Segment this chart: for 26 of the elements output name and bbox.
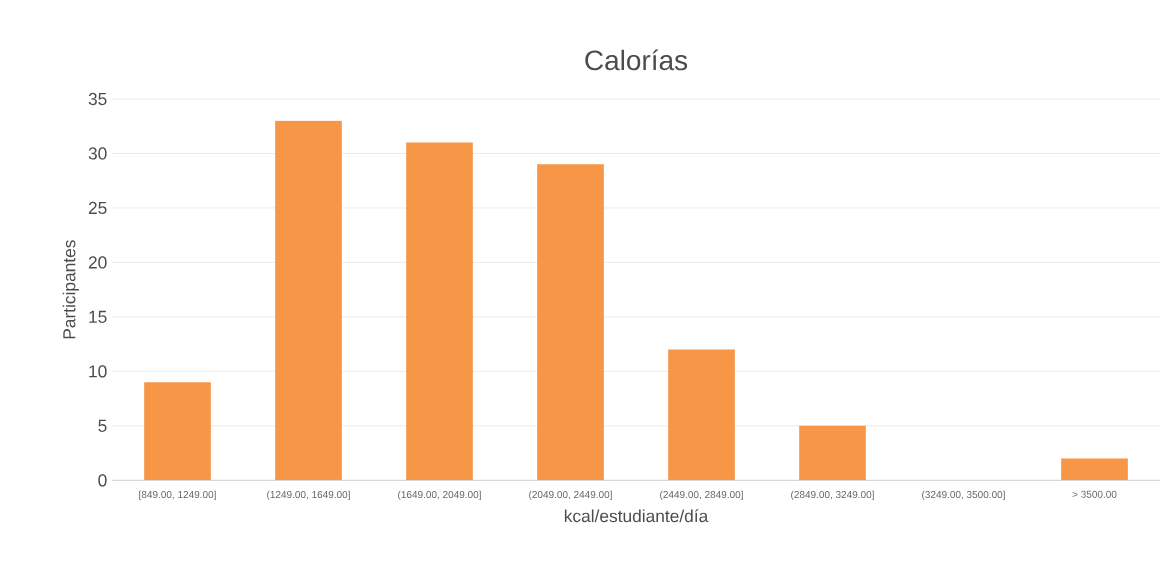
x-axis-title: kcal/estudiante/día xyxy=(564,509,709,523)
chart-title: Calorías xyxy=(585,49,688,71)
x-tick-label: (2849.00, 3249.00] xyxy=(791,490,874,501)
y-axis-title: Participantes xyxy=(62,240,79,339)
y-tick-label: 25 xyxy=(88,201,107,215)
y-tick-label: 5 xyxy=(98,419,107,432)
bar xyxy=(406,142,473,481)
y-tick-label: 30 xyxy=(88,147,107,160)
bar xyxy=(144,382,211,481)
x-tick-label: [849.00, 1249.00] xyxy=(139,490,216,501)
y-tick-label: 20 xyxy=(88,256,107,269)
bar xyxy=(1061,458,1128,481)
bar xyxy=(275,120,342,481)
y-tick-label: 10 xyxy=(89,365,107,378)
y-tick-label: 35 xyxy=(88,92,107,106)
y-tick-label: 0 xyxy=(98,474,107,487)
bar xyxy=(799,425,866,481)
x-tick-label: (3249.00, 3500.00] xyxy=(922,490,1005,501)
bar xyxy=(537,164,604,481)
x-tick-label: > 3500.00 xyxy=(1072,490,1117,498)
x-tick-label: (2449.00, 2849.00] xyxy=(660,490,743,501)
x-tick-label: (1649.00, 2049.00] xyxy=(398,490,481,501)
y-tick-label: 15 xyxy=(89,310,107,323)
bar xyxy=(668,349,735,481)
x-tick-label: (2049.00, 2449.00] xyxy=(529,490,612,501)
x-tick-label: (1249.00, 1649.00] xyxy=(267,490,350,501)
